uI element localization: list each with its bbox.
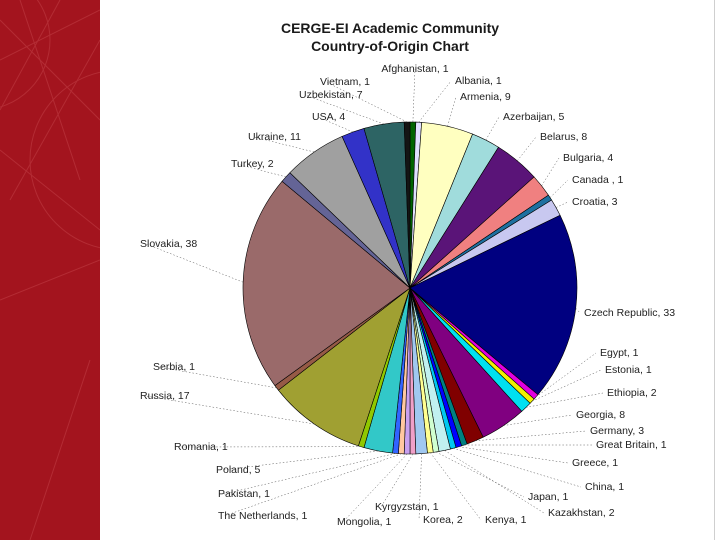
pie-label-uzbekistan: Uzbekistan, 7 [299, 89, 363, 101]
leader-line-vietnam [325, 81, 408, 123]
leader-line-usa [317, 116, 353, 133]
pie-label-belarus: Belarus, 8 [540, 131, 587, 143]
leader-line-czech-republic [575, 308, 581, 314]
pie-slice-czech-republic [409, 214, 578, 396]
pie-label-korea: Korea, 2 [423, 514, 463, 526]
leader-line-estonia [531, 369, 602, 402]
pie-label-vietnam: Vietnam, 1 [320, 76, 370, 88]
pie-leader-lines [145, 68, 604, 523]
pie-label-poland: Poland, 5 [216, 464, 261, 476]
pie-labels: Afghanistan, 1 Albania, 1 Armenia, 9 Azerba… [140, 63, 675, 528]
pie-label-azerbaijan: Azerbaijan, 5 [503, 111, 564, 123]
sidebar-pattern [0, 0, 100, 540]
pie-label-turkey: Turkey, 2 [231, 158, 274, 170]
leader-line-ethiopia [525, 392, 604, 408]
pie-slices [242, 121, 578, 455]
pie-label-czech-republic: Czech Republic, 33 [584, 307, 675, 319]
pie-label-albania: Albania, 1 [455, 75, 502, 87]
leader-line-kenya [430, 452, 482, 521]
pie-slice-russia [277, 287, 411, 447]
leader-line-georgia [503, 414, 573, 426]
pie-label-great-britain: Great Britain, 1 [596, 439, 667, 451]
pie-label-kenya: Kenya, 1 [485, 514, 527, 526]
pie-label-afghanistan: Afghanistan, 1 [381, 63, 448, 75]
leader-line-turkey [236, 163, 286, 178]
leader-line-uzbekistan [304, 94, 384, 125]
leader-line-japan [435, 451, 525, 498]
chart-subtitle: Country-of-Origin Chart [311, 38, 469, 54]
pie-slice-slovakia [242, 180, 411, 386]
pie-label-croatia: Croatia, 3 [572, 196, 618, 208]
leader-line-kyrgyzstan [380, 453, 414, 508]
pie-label-canada: Canada , 1 [572, 174, 624, 186]
leader-line-germany [475, 430, 587, 442]
leader-line-belarus [517, 136, 537, 161]
leader-line-korea [418, 453, 422, 521]
pie-label-germany: Germany, 3 [590, 425, 644, 437]
leader-line-croatia [555, 201, 569, 208]
pie-label-mongolia: Mongolia, 1 [337, 516, 391, 528]
leader-line-kazakhstan [444, 450, 545, 514]
leader-line-serbia [158, 366, 277, 389]
leader-line-china [453, 448, 582, 488]
pie-label-usa: USA, 4 [312, 111, 345, 123]
pie-label-serbia: Serbia, 1 [153, 361, 195, 373]
pie-label-japan: Japan, 1 [528, 491, 568, 503]
pie-label-greece: Greece, 1 [572, 457, 618, 469]
leader-line-azerbaijan [485, 116, 500, 141]
pie-label-estonia: Estonia, 1 [605, 364, 652, 376]
leader-line-afghanistan [412, 68, 416, 123]
pie-label-slovakia: Slovakia, 38 [140, 238, 197, 250]
pie-label-kyrgyzstan: Kyrgyzstan, 1 [375, 501, 439, 513]
pie-label-russia: Russia, 17 [140, 390, 190, 402]
pie-label-armenia: Armenia, 9 [460, 91, 511, 103]
leader-line-armenia [447, 96, 457, 127]
pie-label-georgia: Georgia, 8 [576, 409, 625, 421]
pie-label-ukraine: Ukraine, 11 [248, 131, 301, 143]
leader-line-mongolia [342, 453, 408, 523]
right-border-line [714, 0, 715, 540]
pie-label-bulgaria: Bulgaria, 4 [563, 152, 613, 164]
pie-label-kazakhstan: Kazakhstan, 2 [548, 507, 615, 519]
leader-line-canada [549, 179, 569, 198]
pie-label-ethiopia: Ethiopia, 2 [607, 387, 657, 399]
sidebar-decoration [0, 0, 100, 540]
leader-line-pakistan [223, 453, 396, 495]
leader-line-russia [145, 395, 315, 425]
leader-line-bulgaria [541, 157, 560, 186]
chart-title: CERGE-EI Academic Community [280, 20, 500, 36]
leader-line-greece [458, 446, 569, 464]
pie-label-china: China, 1 [585, 481, 624, 493]
leader-line-albania [418, 80, 452, 123]
pie-label-romania: Romania, 1 [174, 441, 228, 453]
pie-label-pakistan: Pakistan, 1 [218, 488, 270, 500]
pie-label-the-netherlands: The Netherlands, 1 [218, 510, 307, 522]
pie-label-egypt: Egypt, 1 [600, 347, 639, 359]
